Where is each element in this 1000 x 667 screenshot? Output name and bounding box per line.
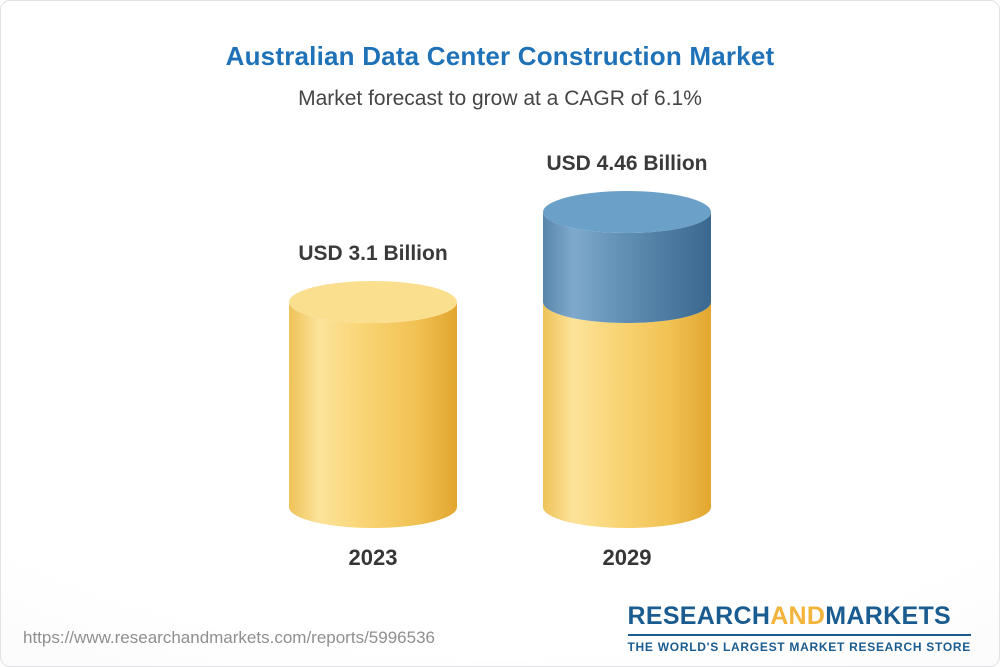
logo-divider (627, 634, 971, 636)
bar-chart: USD 3.1 Billion 2023 USD 4.46 Billion 20… (1, 152, 999, 571)
chart-subtitle: Market forecast to grow at a CAGR of 6.1… (298, 87, 702, 110)
cylinder-bar-2023 (289, 281, 457, 528)
logo-word-research: RESEARCH (627, 602, 771, 630)
logo-word-markets: MARKETS (825, 602, 951, 630)
year-label-2029: 2029 (602, 545, 652, 570)
year-label-2023: 2023 (348, 545, 398, 570)
bar-group-2029: USD 4.46 Billion 2029 (541, 152, 713, 571)
value-label-2023: USD 3.1 Billion (298, 242, 448, 265)
chart-title: Australian Data Center Construction Mark… (225, 41, 775, 71)
bar-group-2023: USD 3.1 Billion 2023 (287, 242, 459, 571)
research-and-markets-logo: RESEARCHANDMARKETS THE WORLD'S LARGEST M… (627, 602, 972, 654)
logo-word-and: AND (770, 602, 826, 630)
logo-wordmark: RESEARCHANDMARKETS (628, 602, 972, 631)
header: Australian Data Center Construction Mark… (1, 1, 999, 111)
logo-tagline: THE WORLD'S LARGEST MARKET RESEARCH STOR… (627, 640, 971, 654)
report-url: https://www.researchandmarkets.com/repor… (23, 628, 435, 647)
cylinder-bar-2029 (543, 191, 711, 528)
value-label-2029: USD 4.46 Billion (546, 152, 708, 175)
